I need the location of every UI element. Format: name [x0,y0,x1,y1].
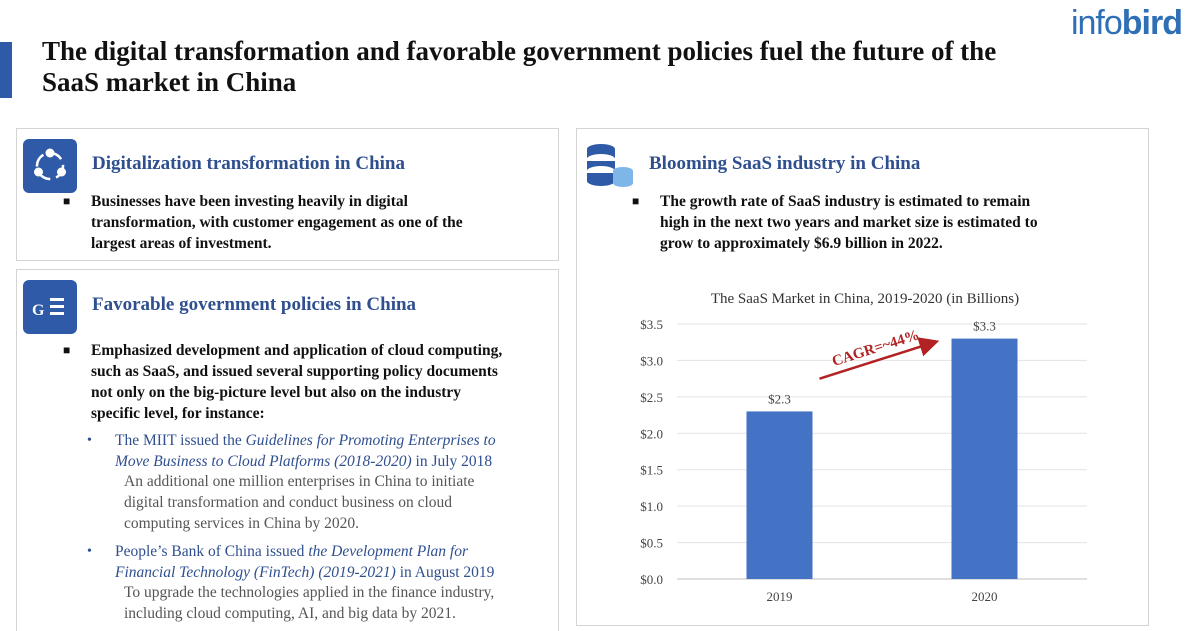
data-label: $2.3 [768,391,791,406]
y-tick-label: $1.0 [640,499,663,514]
y-tick-label: $0.5 [640,536,663,551]
saas-market-chart: The SaaS Market in China, 2019-2020 (in … [640,291,1087,604]
network-icon [23,139,77,193]
policy-item-pboc: • People’s Bank of China issued the Deve… [87,543,495,581]
chart-title: The SaaS Market in China, 2019-2020 (in … [711,291,1019,307]
bullet-marker: ■ [63,194,71,208]
page-title-line-2: SaaS market in China [42,67,297,97]
page-title-line-1: The digital transformation and favorable… [42,36,997,66]
cagr-annotation: CAGR=~44% [830,327,921,370]
bar-2019 [746,411,813,579]
policy-note-pboc: To upgrade the technologies applied in t… [124,584,495,622]
bullet-marker: ■ [632,194,640,208]
data-label: $3.3 [973,319,996,334]
y-tick-label: $2.5 [640,390,663,405]
sub-bullet-marker: • [87,433,92,448]
title-accent-bar [0,42,12,98]
y-tick-label: $3.0 [640,353,663,368]
policy-note-miit: An additional one million enterprises in… [124,473,475,532]
saas-title: Blooming SaaS industry in China [649,153,921,174]
government-bullet: ■ Emphasized development and application… [63,342,503,422]
bar-2020 [951,338,1018,579]
digitalization-bullet: ■ Businesses have been investing heavily… [63,193,463,252]
policy-item-miit: • The MIIT issued the Guidelines for Pro… [87,432,496,470]
government-document-icon: G [23,280,77,334]
infobird-logo: infobird [1070,4,1183,42]
x-tick-label: 2019 [767,589,793,604]
y-tick-label: $3.5 [640,317,663,332]
sub-bullet-marker: • [87,544,92,559]
saas-panel: Blooming SaaS industry in China ■ The gr… [576,128,1149,626]
government-title: Favorable government policies in China [92,294,417,315]
y-tick-label: $1.5 [640,463,663,478]
database-icon [585,141,635,191]
digitalization-title: Digitalization transformation in China [92,153,405,174]
digitalization-panel: Digitalization transformation in China ■… [16,128,559,261]
y-tick-label: $0.0 [640,572,663,587]
government-panel: G Favorable government policies in China… [16,269,559,631]
cagr-arrow [819,337,940,380]
bullet-marker: ■ [63,343,71,357]
y-tick-label: $2.0 [640,426,663,441]
page-title: The digital transformation and favorable… [42,36,1122,98]
x-tick-label: 2020 [972,589,998,604]
saas-bullet: ■ The growth rate of SaaS industry is es… [632,193,1038,252]
svg-text:G: G [32,302,45,319]
